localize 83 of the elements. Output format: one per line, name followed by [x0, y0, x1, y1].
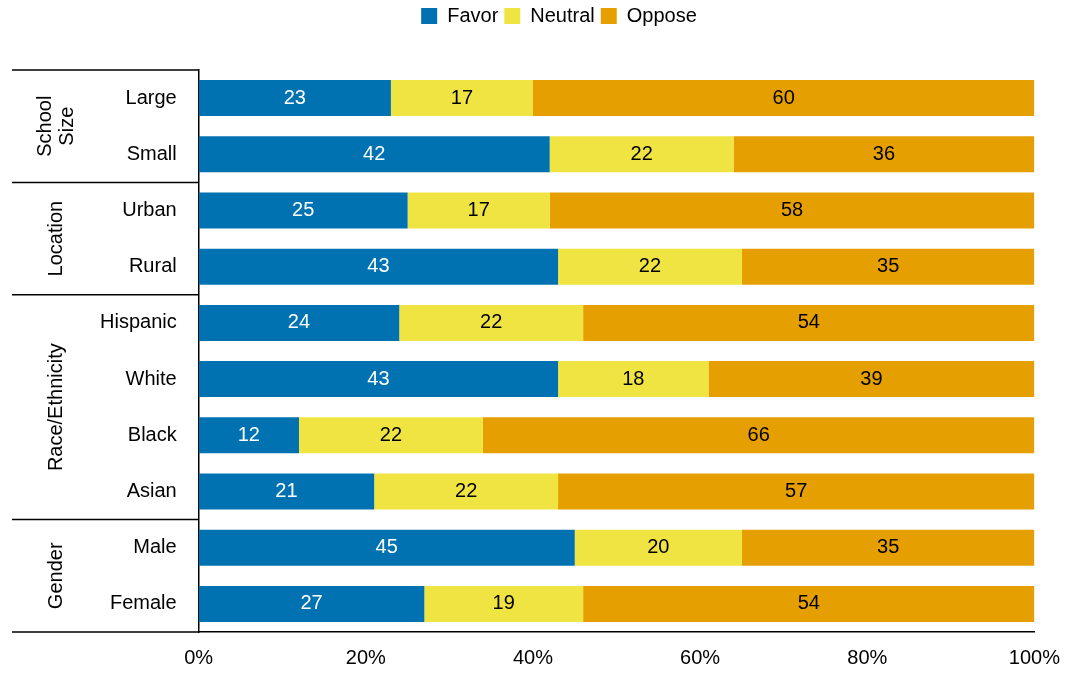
data-label: 35: [877, 254, 900, 277]
data-label: 54: [797, 310, 820, 333]
text: School Size: [32, 95, 77, 157]
x-tick-label: 40%: [512, 645, 554, 668]
bar: [549, 192, 1035, 229]
y-tick-label: Female: [110, 591, 177, 614]
bar: [583, 585, 1035, 622]
bar: [374, 473, 559, 510]
bar: [549, 136, 734, 173]
data-label: 22: [630, 141, 653, 164]
bar: [198, 361, 559, 398]
data-label: 20: [647, 535, 670, 558]
bar: [399, 304, 584, 341]
legend-label: Oppose: [626, 3, 697, 26]
bar: [532, 80, 1035, 117]
data-label: 43: [367, 254, 390, 277]
x-tick-label: 60%: [680, 645, 721, 668]
bar: [407, 192, 550, 229]
data-label: 17: [467, 198, 490, 221]
legend-label: Favor: [447, 3, 499, 26]
bar: [198, 136, 550, 173]
data-label: 35: [877, 535, 900, 558]
data-label: 17: [450, 85, 474, 108]
y-tick-label: Asian: [126, 479, 177, 502]
data-label: 54: [797, 591, 820, 614]
data-label: 27: [300, 591, 323, 614]
data-label: 24: [287, 310, 311, 333]
bar: [574, 529, 742, 566]
data-label: 18: [622, 366, 645, 389]
data-label: 43: [367, 366, 390, 389]
data-label: 45: [375, 535, 398, 558]
bar: [198, 473, 375, 510]
x-tick-label: 0%: [184, 645, 214, 668]
text: Race/Ethnicity: [43, 343, 66, 472]
data-label: 21: [275, 479, 298, 502]
bar: [198, 417, 299, 454]
bar: [741, 248, 1035, 285]
bar: [558, 248, 742, 285]
y-tick-label: Urban: [122, 198, 177, 221]
bar: [583, 304, 1035, 341]
y-tick-label: White: [125, 366, 177, 389]
data-label: 36: [872, 141, 896, 164]
bar: [198, 585, 425, 622]
data-label: 60: [772, 85, 795, 108]
x-tick-label: 80%: [847, 645, 888, 668]
y-tick-label: Black: [127, 422, 178, 445]
data-label: 22: [379, 422, 403, 445]
data-label: 19: [492, 591, 515, 614]
data-label: 12: [237, 422, 260, 445]
y-tick-label: Male: [133, 535, 177, 558]
legend-label: Neutral: [530, 3, 595, 26]
y-tick-label: Hispanic: [100, 310, 177, 333]
bar: [198, 248, 559, 285]
data-label: 23: [283, 85, 306, 108]
bar: [390, 80, 533, 117]
data-label: 58: [780, 198, 804, 221]
bar: [198, 304, 400, 341]
bar: [298, 417, 483, 454]
data-label: 25: [292, 198, 315, 221]
bar: [733, 136, 1035, 173]
data-label: 66: [747, 422, 770, 445]
data-label: 22: [480, 310, 503, 333]
data-label: 39: [860, 366, 883, 389]
x-tick-label: 100%: [1008, 645, 1061, 668]
bar: [708, 361, 1035, 398]
bar: [482, 417, 1035, 454]
bar: [198, 529, 575, 566]
bar: [424, 585, 584, 622]
bar: [198, 80, 391, 117]
data-label: 22: [638, 254, 662, 277]
y-tick-label: Large: [125, 85, 177, 108]
bar: [198, 192, 408, 229]
bar: [558, 473, 1035, 510]
y-tick-label: Rural: [128, 254, 177, 277]
bar: [558, 361, 709, 398]
bar: [741, 529, 1035, 566]
x-tick-label: 20%: [345, 645, 387, 668]
data-label: 22: [455, 479, 478, 502]
y-tick-label: Small: [126, 141, 177, 164]
text: Gender: [43, 542, 66, 610]
data-label: 57: [785, 479, 808, 502]
data-label: 42: [363, 141, 386, 164]
text: Location: [43, 200, 66, 277]
